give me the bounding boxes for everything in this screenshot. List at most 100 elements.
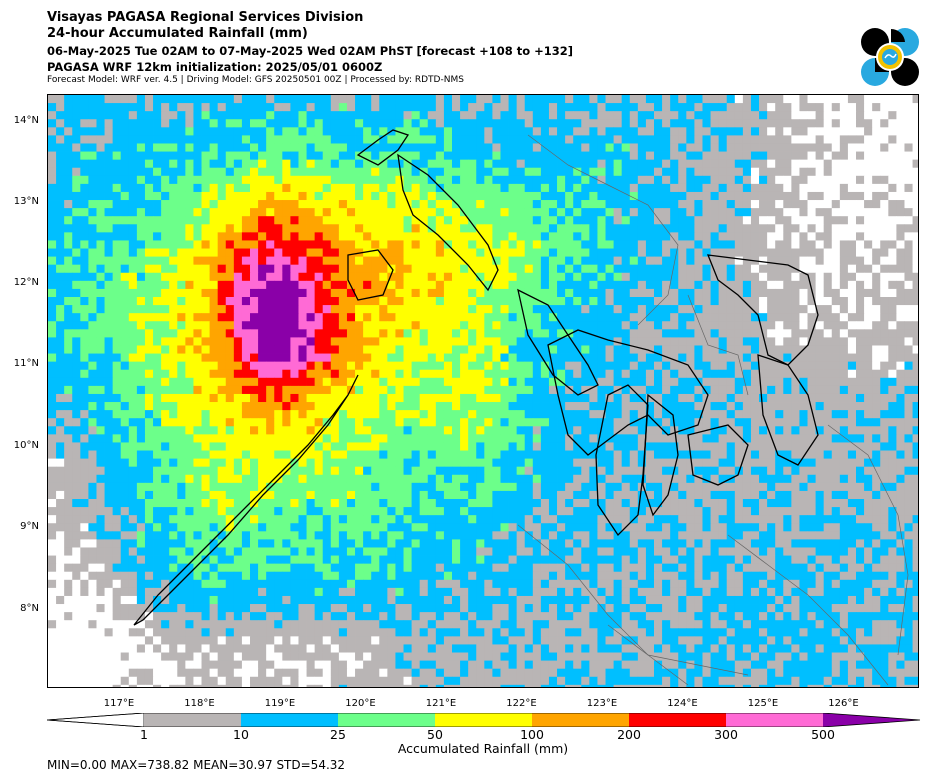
rainfall-cell	[654, 135, 663, 144]
rainfall-cell	[136, 345, 146, 354]
rainfall-cell	[880, 410, 889, 419]
rainfall-cell	[524, 167, 534, 177]
rainfall-cell	[872, 345, 881, 354]
rainfall-cell	[153, 385, 162, 395]
rainfall-cell	[847, 167, 857, 177]
rainfall-cell	[282, 458, 291, 468]
rainfall-cell	[872, 442, 881, 451]
rainfall-cell	[896, 264, 905, 274]
rainfall-cell	[540, 321, 550, 330]
rainfall-cell	[516, 426, 526, 435]
rainfall-cell	[201, 353, 210, 363]
rainfall-cell	[460, 458, 469, 468]
rainfall-cell	[597, 450, 606, 459]
rainfall-cell	[823, 167, 833, 177]
rainfall-cell	[872, 272, 881, 282]
rainfall-cell	[597, 240, 606, 249]
rainfall-cell	[330, 232, 340, 241]
rainfall-cell	[290, 337, 299, 346]
rainfall-cell	[48, 385, 57, 395]
rainfall-cell	[452, 353, 461, 363]
rainfall-cell	[371, 240, 380, 249]
rainfall-cell	[831, 450, 841, 459]
rainfall-cell	[856, 361, 865, 371]
rainfall-cell	[524, 297, 534, 306]
rainfall-cell	[767, 256, 776, 266]
rainfall-cell	[314, 208, 324, 217]
rainfall-cell	[831, 442, 841, 451]
rainfall-cell	[557, 264, 566, 274]
rainfall-cell	[759, 248, 768, 257]
rainfall-cell	[557, 385, 566, 395]
rainfall-cell	[338, 442, 348, 451]
rainfall-cell	[314, 434, 324, 443]
rainfall-cell	[581, 208, 590, 217]
rainfall-cell	[613, 111, 623, 120]
rainfall-cell	[750, 135, 760, 144]
rainfall-cell	[355, 377, 364, 387]
rainfall-cell	[548, 127, 558, 136]
rainfall-cell	[201, 313, 210, 322]
rainfall-cell	[460, 353, 469, 363]
rainfall-cell	[120, 240, 130, 249]
rainfall-cell	[128, 442, 138, 451]
rainfall-cell	[427, 313, 437, 322]
rainfall-cell	[250, 191, 259, 201]
rainfall-cell	[355, 119, 364, 128]
rainfall-cell	[767, 208, 776, 217]
rainfall-cell	[72, 345, 81, 354]
rainfall-cell	[306, 200, 316, 209]
rainfall-cell	[64, 208, 73, 217]
rainfall-cell	[742, 369, 752, 379]
rainfall-cell	[371, 377, 380, 387]
rainfall-cell	[718, 458, 728, 468]
rainfall-cell	[266, 111, 275, 120]
rainfall-cell	[314, 361, 324, 371]
rainfall-cell	[379, 345, 388, 354]
rainfall-cell	[912, 434, 918, 443]
rainfall-cell	[742, 313, 752, 322]
rainfall-cell	[524, 200, 534, 209]
rainfall-cell	[718, 95, 728, 104]
rainfall-cell	[750, 337, 760, 346]
rainfall-cell	[330, 167, 340, 177]
rainfall-cell	[581, 418, 590, 427]
rainfall-cell	[718, 369, 728, 379]
rainfall-cell	[888, 337, 897, 346]
rainfall-cell	[250, 426, 259, 435]
rainfall-cell	[306, 313, 316, 322]
rainfall-cell	[799, 297, 808, 306]
rainfall-cell	[492, 240, 501, 249]
rainfall-cell	[492, 361, 501, 371]
rainfall-cell	[128, 426, 138, 435]
rainfall-cell	[403, 337, 412, 346]
rainfall-cell	[589, 353, 598, 363]
rainfall-cell	[799, 337, 808, 346]
rainfall-cell	[847, 159, 857, 169]
rainfall-cell	[573, 103, 582, 112]
rainfall-cell	[80, 111, 89, 120]
rainfall-cell	[169, 434, 178, 443]
rainfall-cell	[767, 402, 776, 411]
rainfall-cell	[904, 313, 913, 322]
rainfall-cell	[589, 127, 598, 136]
rainfall-cell	[258, 345, 267, 354]
rainfall-cell	[48, 111, 57, 120]
rainfall-cell	[548, 442, 558, 451]
rainfall-cell	[621, 402, 631, 411]
rainfall-cell	[896, 280, 905, 290]
rainfall-cell	[298, 224, 307, 233]
rainfall-cell	[896, 450, 905, 459]
rainfall-cell	[565, 208, 574, 217]
rainfall-cell	[540, 151, 550, 161]
rainfall-grid	[48, 95, 918, 687]
rainfall-cell	[427, 418, 437, 427]
rainfall-cell	[573, 240, 582, 249]
rainfall-cell	[282, 175, 291, 185]
rainfall-cell	[274, 321, 283, 330]
rainfall-cell	[880, 103, 889, 112]
rainfall-cell	[581, 402, 590, 411]
rainfall-cell	[565, 410, 574, 419]
rainfall-cell	[904, 434, 913, 443]
rainfall-cell	[241, 288, 251, 298]
